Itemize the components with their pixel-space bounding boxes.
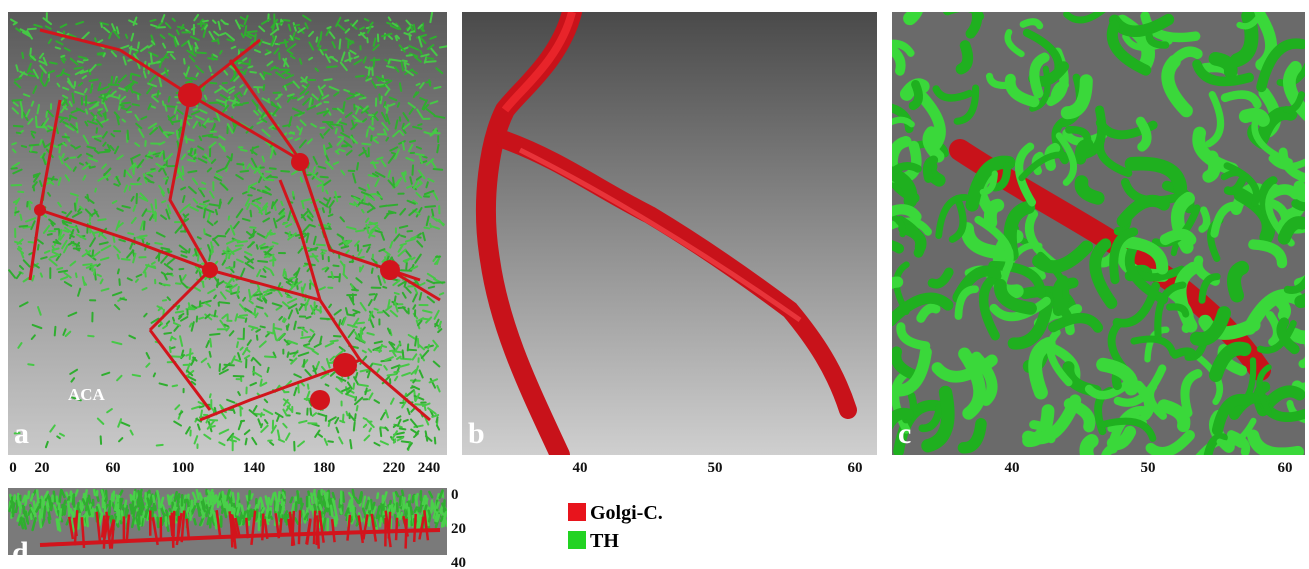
x-tick-label: 50: [1141, 460, 1156, 476]
region-annotation: ACA: [68, 385, 106, 404]
y-tick-label: 0: [451, 487, 459, 503]
x-tick-label: 20: [35, 460, 50, 476]
x-tick-label: 220: [383, 460, 406, 476]
x-tick-label: 40: [1005, 460, 1020, 476]
legend-label: TH: [590, 530, 619, 552]
panel-label: d: [12, 536, 29, 569]
x-tick-label: 60: [848, 460, 863, 476]
x-tick-label: 60: [106, 460, 121, 476]
panel-label: a: [14, 417, 29, 450]
panel-label: b: [468, 417, 485, 450]
x-tick-label: 60: [1278, 460, 1293, 476]
x-tick-label: 240: [418, 460, 441, 476]
x-tick-label: 50: [708, 460, 723, 476]
legend-label: Golgi-C.: [590, 502, 663, 524]
legend-swatch: [568, 503, 586, 521]
y-tick-label: 40: [451, 555, 466, 569]
legend-swatch: [568, 531, 586, 549]
x-tick-label: 40: [573, 460, 588, 476]
x-tick-label: 0: [9, 460, 17, 476]
panel-label: c: [898, 417, 911, 450]
x-tick-label: 140: [243, 460, 266, 476]
x-tick-label: 100: [172, 460, 195, 476]
y-tick-label: 20: [451, 521, 466, 537]
x-tick-label: 180: [313, 460, 336, 476]
